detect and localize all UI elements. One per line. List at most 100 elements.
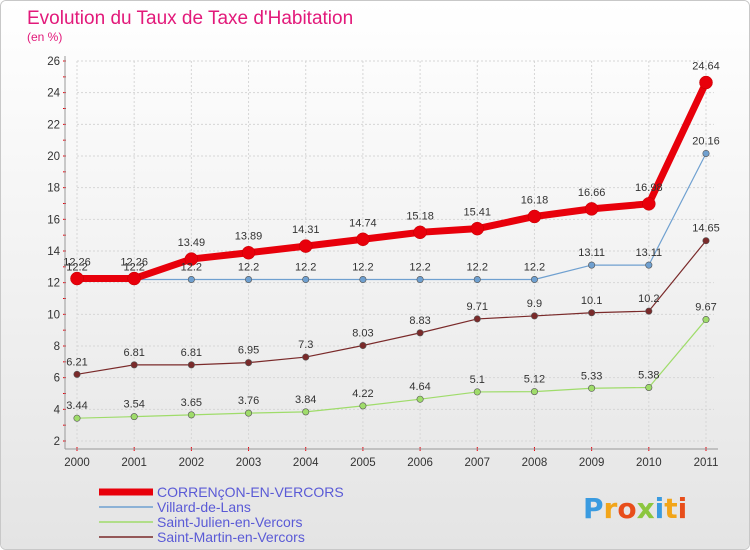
- data-label: 10.1: [581, 295, 602, 307]
- data-point: [702, 149, 710, 157]
- data-point: [245, 409, 253, 417]
- data-label: 12.2: [352, 262, 373, 274]
- data-point: [470, 221, 485, 236]
- data-point: [584, 202, 599, 216]
- x-tick-label: 2011: [694, 457, 719, 469]
- x-tick-label: 2004: [293, 457, 319, 469]
- data-label: 4.22: [352, 388, 373, 400]
- data-label: 24.64: [692, 61, 720, 73]
- logo-letter: i: [655, 492, 665, 525]
- data-point: [241, 245, 256, 260]
- data-label: 16.66: [578, 187, 606, 199]
- y-tick-label: 10: [47, 309, 60, 321]
- series-lines: [70, 75, 713, 422]
- data-label: 12.2: [409, 262, 430, 274]
- data-label: 5.1: [470, 374, 485, 386]
- data-label: 3.44: [66, 400, 87, 412]
- logo-letter: r: [604, 492, 618, 525]
- data-label: 12.26: [120, 257, 148, 269]
- y-tick-label: 12: [47, 278, 60, 290]
- data-point: [413, 225, 427, 240]
- data-label: 7.3: [298, 339, 313, 351]
- legend-label: Saint-Martin-en-Vercors: [157, 529, 305, 545]
- data-label: 6.21: [66, 356, 87, 368]
- x-tick-label: 2002: [179, 457, 205, 469]
- data-label: 13.49: [178, 237, 206, 249]
- data-label: 8.83: [409, 315, 430, 327]
- proxiti-logo: Proxiti: [583, 492, 687, 525]
- data-point: [699, 75, 713, 90]
- y-tick-label: 6: [54, 373, 60, 385]
- data-point: [642, 197, 656, 211]
- data-point: [702, 316, 710, 324]
- x-tick-label: 2005: [350, 457, 376, 469]
- y-tick-label: 4: [54, 404, 61, 416]
- logo-letter: t: [664, 492, 677, 525]
- x-tick-label: 2010: [636, 457, 662, 469]
- legend-label: CORRENçON-EN-VERCORS: [157, 484, 344, 500]
- data-label: 12.2: [181, 262, 202, 274]
- x-tick-label: 2009: [579, 457, 605, 469]
- legend: CORRENçON-EN-VERCORSVillard-de-LansSaint…: [99, 484, 344, 545]
- data-point: [527, 209, 542, 224]
- data-label: 12.2: [467, 262, 488, 274]
- data-point: [184, 252, 199, 266]
- data-point: [359, 402, 367, 410]
- y-tick-label: 24: [47, 88, 60, 100]
- logo-letter: P: [583, 492, 604, 525]
- data-label: 4.64: [409, 381, 430, 393]
- y-tick-label: 2: [54, 436, 60, 448]
- data-point: [130, 361, 138, 369]
- data-label: 13.11: [578, 247, 605, 259]
- data-point: [416, 275, 424, 283]
- data-label: 12.2: [295, 262, 316, 274]
- data-label: 6.81: [123, 347, 144, 359]
- data-point: [73, 370, 81, 378]
- data-label: 12.2: [238, 262, 259, 274]
- data-label: 9.71: [467, 301, 488, 313]
- data-label: 6.81: [181, 347, 202, 359]
- y-tick-label: 18: [47, 183, 60, 195]
- data-point: [302, 275, 310, 283]
- data-point: [245, 359, 253, 367]
- data-point: [416, 395, 424, 403]
- chart-title: Evolution du Taux de Taxe d'Habitation: [27, 8, 353, 29]
- data-label: 12.2: [524, 262, 545, 274]
- data-point: [588, 309, 596, 317]
- data-label: 14.65: [692, 223, 720, 235]
- data-point: [588, 261, 596, 269]
- logo-letter: o: [617, 492, 636, 525]
- data-point: [645, 261, 653, 269]
- x-tick-label: 2007: [464, 457, 490, 469]
- data-label: 12.2: [66, 262, 87, 274]
- data-label: 3.65: [181, 397, 202, 409]
- data-point: [356, 232, 370, 247]
- data-label: 3.76: [238, 395, 259, 407]
- data-label: 16.18: [521, 194, 549, 206]
- data-label: 14.31: [292, 224, 320, 236]
- data-label: 3.54: [123, 399, 144, 411]
- y-tick-label: 8: [54, 341, 60, 353]
- y-tick-label: 14: [47, 246, 60, 258]
- data-point: [359, 275, 367, 283]
- data-label: 8.03: [352, 328, 373, 340]
- y-tick-label: 26: [47, 56, 60, 68]
- x-tick-label: 2008: [522, 457, 548, 469]
- data-point: [359, 342, 367, 350]
- data-point: [187, 275, 195, 283]
- y-tick-label: 16: [47, 214, 60, 226]
- data-point: [530, 312, 538, 320]
- x-tick-label: 2006: [407, 457, 433, 469]
- data-label: 5.12: [524, 374, 545, 386]
- y-tick-label: 22: [47, 119, 60, 131]
- data-point: [416, 329, 424, 337]
- data-point: [245, 275, 253, 283]
- chart-subtitle: (en %): [27, 30, 62, 44]
- data-label: 14.74: [349, 217, 377, 229]
- series-line: [76, 240, 707, 375]
- data-label: 5.33: [581, 370, 602, 382]
- data-point: [127, 271, 141, 286]
